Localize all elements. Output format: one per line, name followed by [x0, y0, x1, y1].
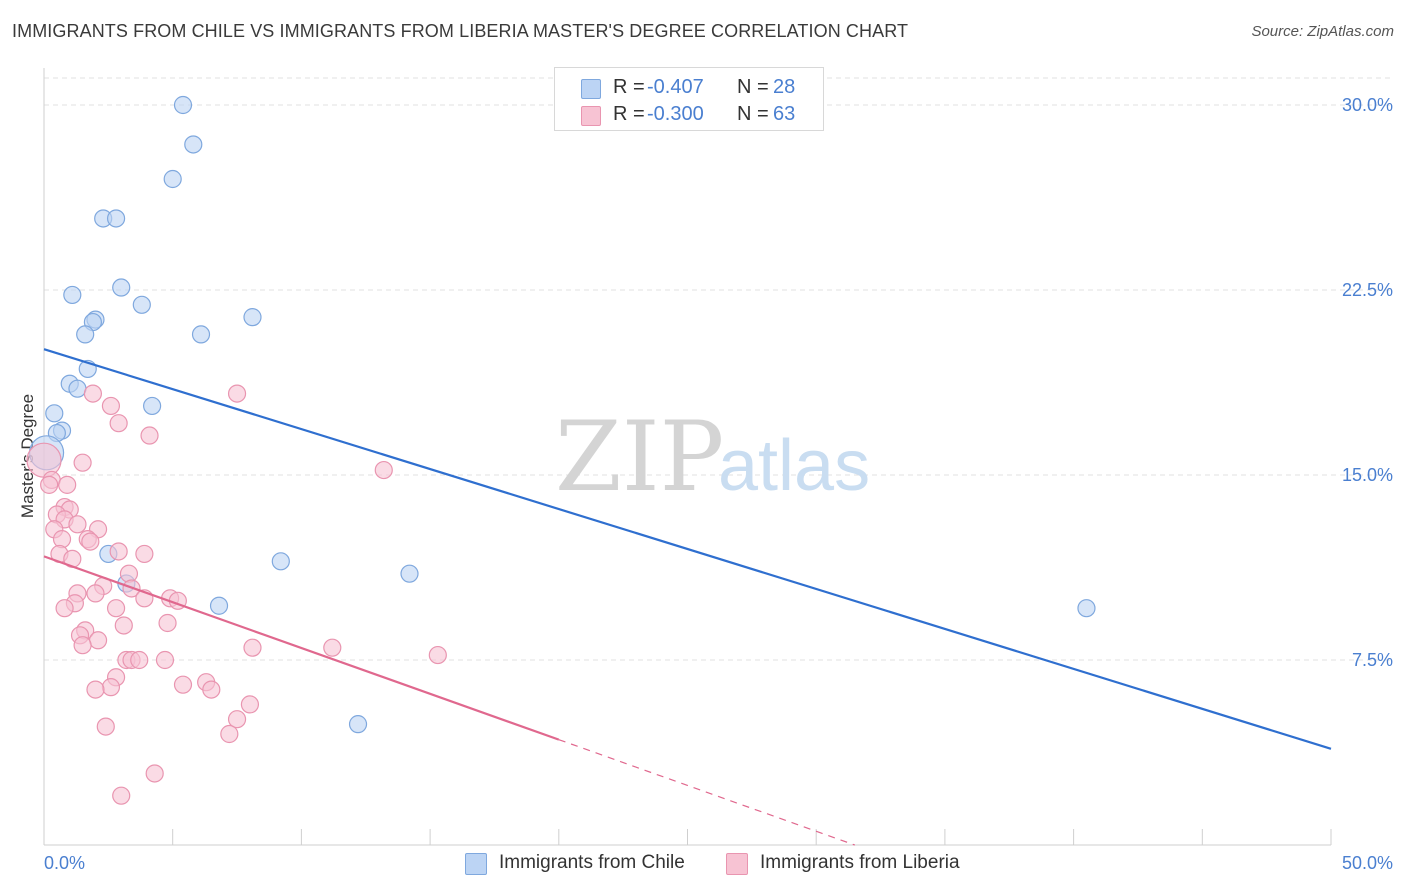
data-point-liberia[interactable] [135, 544, 154, 564]
legend-r-value: -0.300 [647, 103, 704, 125]
bottom-legend-swatch-liberia [726, 853, 748, 875]
data-point-liberia[interactable] [243, 638, 262, 657]
bottom-legend-liberia[interactable]: Immigrants from Liberia [726, 851, 986, 877]
y-tick-label: 15.0% [1342, 465, 1393, 485]
data-point-liberia[interactable] [81, 532, 100, 551]
y-tick-labels: 7.5% 15.0% 22.5% 30.0% [1342, 95, 1393, 670]
data-point-liberia[interactable] [73, 636, 92, 655]
data-point-liberia[interactable] [68, 515, 87, 534]
data-point-liberia[interactable] [428, 645, 447, 665]
bottom-legend-label-liberia: Immigrants from Liberia [760, 852, 960, 873]
data-point-liberia[interactable] [109, 542, 128, 561]
data-point-liberia[interactable] [96, 717, 115, 736]
legend-n-value: 28 [773, 76, 796, 98]
bottom-legend-label-chile: Immigrants from Chile [499, 852, 685, 873]
data-point-chile[interactable] [45, 404, 64, 423]
legend-r-value: -0.407 [647, 76, 704, 98]
data-point-chile[interactable] [63, 285, 82, 305]
data-point-chile[interactable] [243, 308, 262, 327]
data-point-liberia[interactable] [130, 650, 149, 670]
data-point-chile[interactable] [271, 552, 290, 571]
data-point-chile[interactable] [209, 596, 229, 615]
data-point-chile[interactable] [143, 396, 162, 416]
data-point-liberia[interactable] [227, 710, 247, 729]
data-point-liberia[interactable] [240, 695, 260, 714]
watermark: ZIP atlas [555, 401, 870, 513]
watermark-atlas: atlas [718, 426, 870, 506]
data-point-liberia[interactable] [101, 678, 121, 697]
legend-n-label: N = [737, 103, 769, 125]
legend-swatch-chile [581, 79, 601, 99]
data-point-liberia[interactable] [374, 460, 393, 480]
trend-line-chile [43, 348, 1332, 750]
data-point-chile[interactable] [191, 325, 211, 344]
data-point-chile[interactable] [68, 379, 87, 398]
data-point-liberia[interactable] [202, 680, 221, 699]
data-point-chile[interactable] [348, 715, 368, 734]
data-point-chile[interactable] [163, 169, 182, 189]
trend-line-extension-liberia [558, 739, 856, 846]
data-point-liberia[interactable] [83, 384, 103, 403]
data-point-liberia[interactable] [158, 613, 177, 633]
gridlines [44, 77, 1392, 661]
data-point-liberia[interactable] [55, 599, 74, 618]
data-point-liberia[interactable] [52, 530, 72, 549]
data-point-chile[interactable] [112, 278, 131, 297]
data-point-liberia[interactable] [40, 475, 59, 494]
chart-title: IMMIGRANTS FROM CHILE VS IMMIGRANTS FROM… [12, 21, 909, 41]
data-point-liberia[interactable] [220, 724, 239, 744]
data-point-chile[interactable] [173, 95, 193, 115]
data-point-chile[interactable] [106, 209, 126, 228]
x-tick-label: 50.0% [1342, 853, 1393, 873]
data-point-liberia[interactable] [86, 584, 105, 603]
data-point-liberia[interactable] [73, 453, 92, 472]
data-point-chile[interactable] [132, 295, 151, 314]
data-point-chile[interactable] [184, 135, 203, 154]
data-point-liberia[interactable] [109, 414, 128, 433]
x-tick-label: 0.0% [44, 853, 85, 873]
y-tick-label: 22.5% [1342, 280, 1393, 300]
y-tick-label: 30.0% [1342, 95, 1393, 115]
legend-r-label: R = [613, 76, 645, 98]
data-point-liberia[interactable] [101, 396, 121, 416]
data-point-liberia[interactable] [119, 564, 139, 583]
correlation-legend: R = -0.407 N = 28 R = -0.300 N = 63 [554, 67, 824, 131]
data-point-chile[interactable] [400, 564, 419, 583]
data-point-liberia[interactable] [155, 650, 175, 670]
legend-swatch-liberia [581, 106, 601, 126]
x-tick-labels: 0.0% 50.0% [44, 853, 1393, 873]
legend-r-label: R = [613, 103, 645, 125]
data-point-liberia[interactable] [145, 764, 164, 783]
trend-line-liberia [43, 555, 560, 741]
data-point-liberia[interactable] [58, 475, 77, 494]
data-point-liberia[interactable] [88, 631, 108, 650]
bottom-legend-swatch-chile [465, 853, 487, 875]
bottom-legend-chile[interactable]: Immigrants from Chile [465, 851, 705, 877]
data-point-liberia[interactable] [114, 616, 133, 635]
legend-n-label: N = [737, 76, 769, 98]
data-point-chile[interactable] [76, 325, 95, 344]
source-credit: Source: ZipAtlas.com [1251, 23, 1394, 40]
legend-n-value: 63 [773, 103, 796, 125]
y-tick-label: 7.5% [1352, 650, 1393, 670]
data-point-liberia[interactable] [86, 680, 105, 699]
data-point-liberia[interactable] [112, 786, 131, 805]
data-point-liberia[interactable] [106, 599, 126, 618]
data-point-liberia[interactable] [173, 675, 193, 694]
data-point-liberia[interactable] [323, 638, 342, 657]
data-point-chile[interactable] [1077, 599, 1096, 618]
watermark-zip: ZIP [555, 401, 724, 513]
data-points [26, 95, 1096, 805]
data-point-liberia[interactable] [140, 426, 159, 445]
trend-lines [43, 348, 1332, 846]
data-point-liberia[interactable] [227, 384, 247, 403]
